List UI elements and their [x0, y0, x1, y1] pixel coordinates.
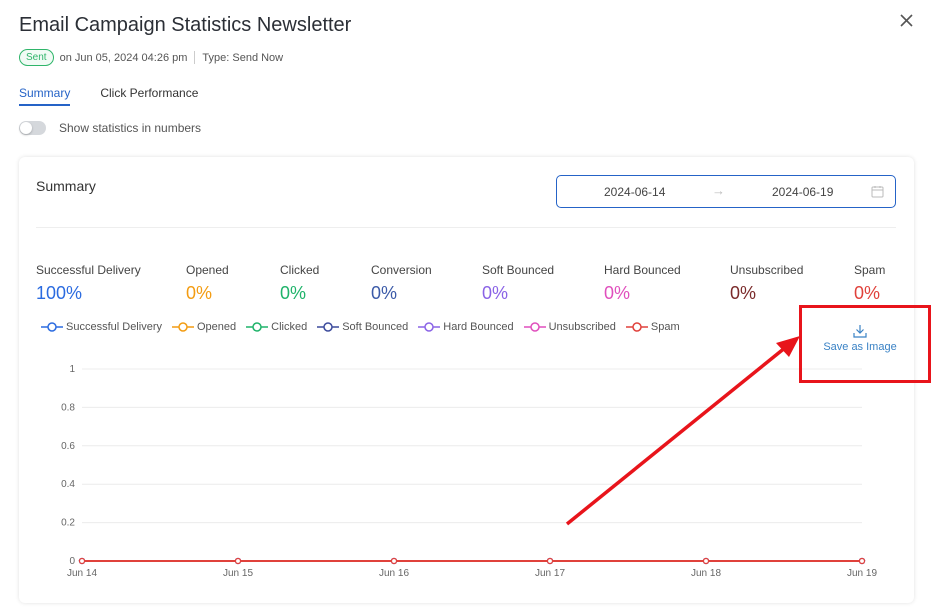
date-range-picker[interactable]: 2024-06-14 → 2024-06-19	[556, 175, 896, 208]
x-axis-ticks: Jun 14 Jun 15 Jun 16 Jun 17 Jun 18 Jun 19	[67, 568, 877, 579]
legend-item-unsubscribed[interactable]: Unsubscribed	[523, 321, 616, 333]
y-tick-label: 0.6	[61, 441, 75, 452]
x-tick-label: Jun 16	[379, 568, 409, 579]
legend-label: Successful Delivery	[66, 321, 162, 333]
stat-opened: Opened 0%	[186, 263, 229, 304]
legend-marker-icon	[41, 322, 63, 332]
stat-label: Successful Delivery	[36, 263, 141, 277]
chart-legend: Successful Delivery Opened Clicked Soft …	[41, 321, 690, 333]
numbers-toggle[interactable]	[19, 121, 46, 135]
stat-spam: Spam 0%	[854, 263, 885, 304]
stat-value: 0%	[730, 283, 757, 303]
status-badge: Sent	[19, 49, 54, 66]
meta-divider	[194, 51, 196, 64]
legend-label: Spam	[650, 321, 680, 333]
legend-marker-icon	[625, 322, 648, 332]
data-point[interactable]	[78, 557, 86, 565]
data-point[interactable]	[390, 557, 398, 565]
stat-value: 0%	[371, 283, 398, 303]
legend-item-soft-bounced[interactable]: Soft Bounced	[317, 321, 408, 333]
legend-marker-icon	[523, 322, 546, 332]
numbers-toggle-row: Show statistics in numbers	[19, 121, 201, 135]
legend-label: Opened	[196, 321, 237, 333]
stat-soft-bounced: Soft Bounced 0%	[482, 263, 554, 304]
legend-marker-icon	[418, 322, 441, 332]
stat-value: 0%	[186, 283, 213, 303]
toggle-label: Show statistics in numbers	[59, 121, 202, 135]
x-tick-label: Jun 18	[691, 568, 721, 579]
tab-bar: Summary Click Performance	[19, 86, 228, 106]
y-tick-label: 0.2	[61, 518, 75, 529]
save-as-image-label: Save as Image	[823, 341, 897, 353]
legend-marker-icon	[171, 322, 194, 332]
page-title: Email Campaign Statistics Newsletter	[19, 14, 352, 36]
legend-item-clicked[interactable]: Clicked	[246, 321, 307, 333]
x-tick-label: Jun 19	[847, 568, 877, 579]
summary-title: Summary	[36, 178, 96, 194]
close-icon	[900, 14, 913, 27]
sent-date: on Jun 05, 2024 04:26 pm	[59, 51, 188, 64]
save-as-image-button[interactable]: Save as Image	[816, 324, 904, 353]
legend-label: Hard Bounced	[443, 321, 514, 333]
stat-value: 0%	[482, 283, 509, 303]
date-end[interactable]: 2024-06-19	[772, 185, 834, 199]
close-button[interactable]	[896, 10, 918, 32]
chart-series	[78, 557, 866, 565]
stat-clicked: Clicked 0%	[280, 263, 319, 304]
campaign-meta: Sent on Jun 05, 2024 04:26 pm Type: Send…	[19, 49, 283, 66]
data-point[interactable]	[858, 557, 866, 565]
stat-label: Unsubscribed	[730, 263, 804, 277]
stat-label: Hard Bounced	[604, 263, 681, 277]
stat-value: 0%	[280, 283, 307, 303]
legend-label: Clicked	[271, 321, 308, 333]
stat-label: Opened	[186, 263, 229, 277]
stat-value: 0%	[604, 283, 631, 303]
stat-conversion: Conversion 0%	[371, 263, 432, 304]
tab-click-performance[interactable]: Click Performance	[100, 86, 199, 100]
data-point[interactable]	[702, 557, 710, 565]
card-divider	[36, 227, 896, 228]
legend-item-spam[interactable]: Spam	[625, 321, 680, 333]
date-start[interactable]: 2024-06-14	[604, 185, 666, 199]
stat-label: Spam	[854, 263, 886, 277]
stat-unsubscribed: Unsubscribed 0%	[730, 263, 803, 304]
chart-grid	[82, 368, 862, 562]
y-axis-ticks: 0 0.2 0.4 0.6 0.8 1	[61, 364, 75, 567]
stat-label: Clicked	[280, 263, 320, 277]
x-tick-label: Jun 17	[535, 568, 565, 579]
legend-marker-icon	[246, 322, 269, 332]
legend-item-hard-bounced[interactable]: Hard Bounced	[418, 321, 514, 333]
data-point[interactable]	[546, 557, 554, 565]
stat-hard-bounced: Hard Bounced 0%	[604, 263, 681, 304]
download-icon	[853, 325, 867, 338]
y-tick-label: 1	[69, 364, 75, 375]
x-tick-label: Jun 14	[67, 568, 97, 579]
data-point[interactable]	[234, 557, 242, 565]
y-tick-label: 0.4	[61, 479, 75, 490]
calendar-icon	[871, 186, 884, 198]
stat-successful-delivery: Successful Delivery 100%	[36, 263, 141, 304]
legend-marker-icon	[317, 322, 340, 332]
stat-value: 100%	[36, 283, 83, 303]
legend-item-opened[interactable]: Opened	[171, 321, 237, 333]
legend-item-successful-delivery[interactable]: Successful Delivery	[41, 321, 162, 333]
legend-label: Soft Bounced	[342, 321, 409, 333]
send-type: Type: Send Now	[202, 51, 284, 64]
y-tick-label: 0.8	[61, 402, 75, 413]
y-tick-label: 0	[69, 556, 75, 567]
stat-label: Soft Bounced	[482, 263, 555, 277]
tab-summary[interactable]: Summary	[19, 86, 71, 106]
arrow-right-icon: →	[712, 183, 725, 198]
stat-label: Conversion	[371, 263, 432, 277]
stat-value: 0%	[854, 283, 881, 303]
legend-label: Unsubscribed	[548, 321, 616, 333]
x-tick-label: Jun 15	[223, 568, 253, 579]
